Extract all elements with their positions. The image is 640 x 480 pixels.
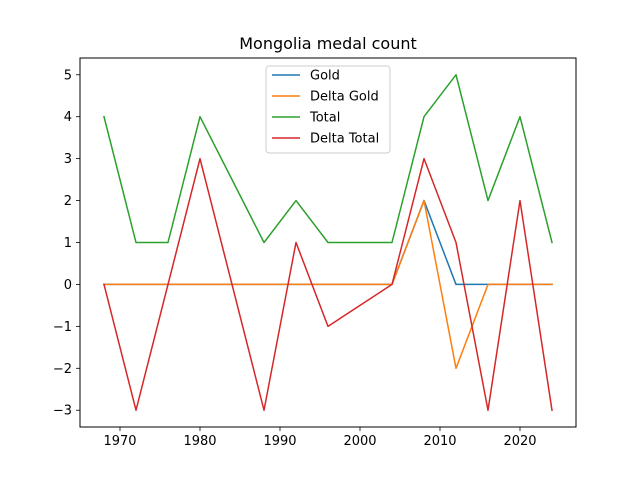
legend-label-delta-total: Delta Total (310, 132, 379, 147)
chart-title: Mongolia medal count (239, 34, 417, 53)
y-tick-label: 4 (64, 110, 72, 125)
y-tick-label: −3 (53, 404, 72, 419)
x-tick-label: 2020 (503, 434, 536, 449)
x-tick-label: 1970 (103, 434, 136, 449)
y-tick-label: 0 (64, 278, 72, 293)
legend-label-delta-gold: Delta Gold (310, 90, 379, 105)
x-tick-label: 2010 (423, 434, 456, 449)
x-axis: 1970 1980 1990 2000 2010 2020 (103, 427, 537, 449)
legend-box (265, 65, 391, 154)
series-line-delta-gold (103, 199, 553, 370)
series-line-total (103, 74, 553, 244)
legend-label-total: Total (309, 111, 340, 126)
y-tick-label: −2 (53, 362, 72, 377)
series-line-delta-total (103, 157, 553, 412)
legend: Gold Delta Gold Total Delta Total (265, 65, 391, 154)
y-tick-label: −1 (53, 320, 72, 335)
y-tick-label: 5 (64, 68, 72, 83)
y-tick-label: 1 (64, 236, 72, 251)
y-axis: −3 −2 −1 0 1 2 3 4 5 (53, 68, 80, 419)
series-layer (103, 74, 553, 412)
legend-label-gold: Gold (310, 69, 340, 84)
y-tick-label: 2 (64, 194, 72, 209)
x-tick-label: 1980 (183, 434, 216, 449)
x-tick-label: 1990 (263, 434, 296, 449)
x-tick-label: 2000 (343, 434, 376, 449)
y-tick-label: 3 (64, 152, 72, 167)
